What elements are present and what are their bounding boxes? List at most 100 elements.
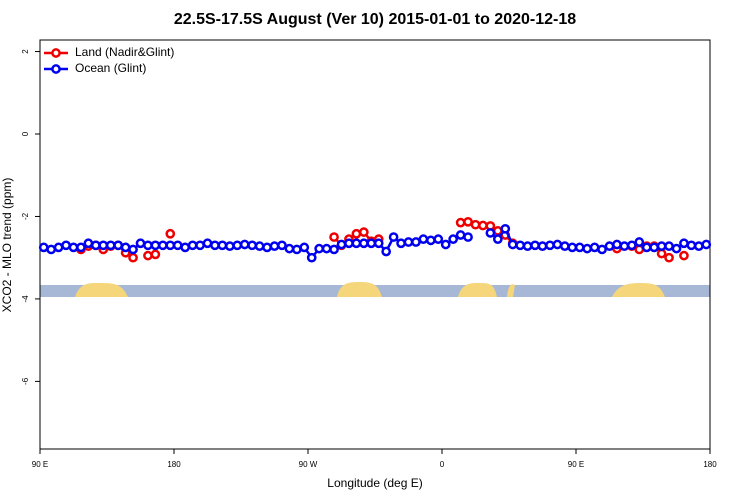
data-point <box>589 242 600 253</box>
data-point <box>619 241 630 251</box>
data-point <box>559 241 570 251</box>
data-point <box>38 242 49 253</box>
data-point <box>202 238 213 249</box>
data-point <box>679 238 689 249</box>
y-tick-label: -6 <box>21 377 30 385</box>
data-point <box>515 240 526 251</box>
data-point <box>68 242 79 253</box>
data-point <box>113 240 124 251</box>
data-point <box>485 228 496 238</box>
data-point <box>425 235 436 246</box>
data-point <box>582 243 593 254</box>
data-point <box>381 246 392 257</box>
data-point <box>46 244 57 255</box>
data-point <box>61 240 71 251</box>
data-point <box>656 248 667 259</box>
data-point <box>291 244 302 255</box>
y-tick-label: 0 <box>21 131 30 136</box>
data-point <box>388 232 399 242</box>
data-point <box>314 243 325 254</box>
data-point <box>224 241 235 251</box>
data-point <box>448 234 459 244</box>
data-point <box>693 241 704 251</box>
data-point <box>195 240 205 251</box>
x-tick-label: 90 W <box>299 460 318 469</box>
legend-label: Land (Nadir&Glint) <box>75 45 174 59</box>
data-point <box>507 239 518 250</box>
data-point <box>262 242 272 253</box>
data-point <box>180 242 191 253</box>
data-point <box>641 242 652 253</box>
data-point <box>143 240 153 251</box>
data-point <box>329 244 339 255</box>
data-point <box>552 239 563 250</box>
data-point <box>530 240 540 251</box>
data-point <box>299 242 310 253</box>
data-point <box>336 239 347 250</box>
data-point <box>701 239 712 250</box>
data-point <box>128 252 138 263</box>
data-point <box>76 242 86 253</box>
data-point <box>470 219 481 230</box>
data-point <box>537 241 548 251</box>
data-point <box>567 242 578 253</box>
data-point <box>254 241 265 251</box>
legend-label: Ocean (Glint) <box>75 61 146 75</box>
data-point <box>210 240 220 251</box>
x-tick-label: 90 E <box>32 460 48 469</box>
data-point <box>239 239 250 250</box>
x-tick-label: 0 <box>440 460 445 469</box>
x-tick-label: 180 <box>703 460 717 469</box>
y-tick-label: -2 <box>21 212 30 220</box>
data-point <box>351 238 362 249</box>
data-point <box>649 242 660 253</box>
data-point <box>686 240 697 251</box>
data-point <box>463 232 473 242</box>
x-tick-label: 180 <box>167 460 181 469</box>
data-point <box>344 238 354 249</box>
data-point <box>373 238 384 249</box>
data-point <box>83 238 94 249</box>
data-point <box>120 242 131 253</box>
data-point <box>463 216 473 227</box>
data-point <box>411 237 421 247</box>
data-point <box>626 240 637 251</box>
data-point <box>492 226 503 236</box>
data-point <box>269 241 280 251</box>
land-mask <box>40 282 710 297</box>
data-point <box>105 240 116 251</box>
y-axis-label: XCO2 - MLO trend (ppm) <box>0 178 14 313</box>
data-point <box>492 234 503 244</box>
data-point <box>232 240 243 251</box>
data-point <box>664 241 674 251</box>
data-point <box>351 228 362 239</box>
land-patch <box>75 282 128 297</box>
data-point <box>284 243 295 254</box>
land-patch <box>612 283 665 297</box>
data-point <box>522 241 533 251</box>
data-point <box>306 252 317 263</box>
data-point <box>403 237 414 247</box>
data-point <box>150 249 161 260</box>
data-point <box>217 240 228 251</box>
data-point <box>418 234 429 244</box>
data-point <box>664 252 674 263</box>
data-point <box>604 241 615 251</box>
chart-title: 22.5S-17.5S August (Ver 10) 2015-01-01 t… <box>174 11 576 28</box>
data-point <box>358 238 369 249</box>
data-point <box>187 240 198 251</box>
data-point <box>396 238 406 249</box>
data-point <box>679 250 689 261</box>
data-point <box>634 244 645 255</box>
data-point <box>455 230 466 240</box>
data-point <box>500 223 511 234</box>
y-tick-label: -4 <box>21 295 30 303</box>
data-point <box>150 240 161 251</box>
data-point <box>165 228 176 239</box>
land-patch <box>337 282 382 297</box>
data-point <box>597 244 607 255</box>
data-point <box>247 240 258 251</box>
data-point <box>90 240 101 251</box>
data-point <box>277 240 287 251</box>
data-point <box>358 227 369 237</box>
